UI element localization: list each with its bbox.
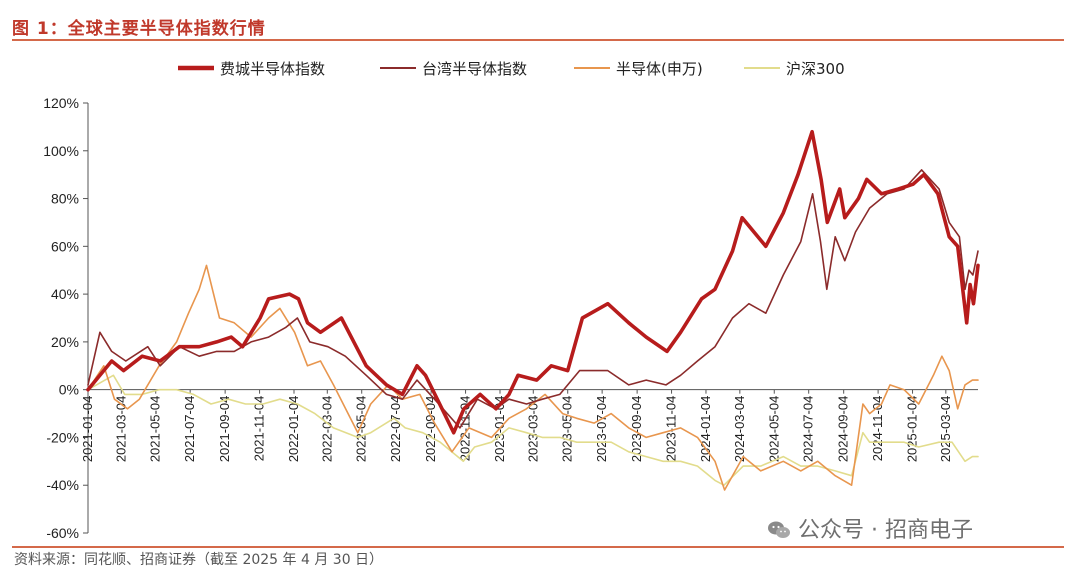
series-line-3 (87, 264, 979, 491)
x-tick-label: 2024-01-04 (698, 396, 713, 463)
y-tick-label: 80% (51, 191, 79, 207)
legend-label-4: 沪深300 (786, 60, 845, 78)
y-tick-label: 100% (43, 143, 79, 159)
x-tick-label: 2022-01-04 (286, 396, 301, 463)
x-tick-label: 2025-03-04 (938, 396, 953, 463)
legend-label-2: 台湾半导体指数 (422, 60, 527, 78)
source-rule (12, 546, 1064, 548)
x-tick-label: 2021-11-04 (252, 396, 267, 462)
x-tick-label: 2024-07-04 (801, 396, 816, 463)
x-tick-label: 2025-01-04 (905, 396, 920, 463)
x-tick-label: 2021-03-04 (113, 396, 128, 463)
x-tick-label: 2024-05-04 (766, 396, 781, 463)
x-tick-label: 2021-07-04 (182, 396, 197, 463)
series-line-4 (87, 374, 979, 486)
x-tick-label: 2021-09-04 (217, 396, 232, 463)
x-tick-label: 2021-05-04 (148, 396, 163, 463)
y-tick-label: 40% (51, 286, 79, 302)
y-tick-label: 0% (59, 382, 79, 398)
watermark: 公众号 · 招商电子 (768, 512, 973, 544)
y-tick-label: 120% (43, 95, 79, 111)
x-tick-label: 2022-03-04 (319, 396, 334, 463)
series-line-1 (86, 129, 980, 435)
title-rule (12, 39, 1064, 41)
y-tick-label: -40% (46, 477, 79, 493)
watermark-text: 公众号 · 招商电子 (798, 518, 973, 543)
x-tick-label: 2024-09-04 (836, 396, 851, 463)
y-tick-label: -60% (46, 525, 79, 541)
x-tick-label: 2022-09-04 (423, 396, 438, 463)
wechat-icon (768, 521, 790, 538)
x-tick-label: 2021-01-04 (80, 396, 95, 463)
x-tick-label: 2022-05-04 (354, 396, 369, 463)
x-tick-label: 2023-03-04 (525, 396, 540, 463)
legend-label-3: 半导体(申万) (616, 60, 703, 78)
y-tick-label: 20% (51, 334, 79, 350)
y-tick-label: 60% (51, 238, 79, 254)
x-tick-label: 2024-11-04 (870, 396, 885, 462)
x-tick-label: 2023-05-04 (560, 396, 575, 463)
figure-title: 图 1：全球主要半导体指数行情 (12, 19, 266, 39)
x-tick-label: 2023-07-04 (594, 396, 609, 463)
legend-label-1: 费城半导体指数 (220, 60, 325, 78)
x-tick-label: 2024-03-04 (732, 396, 747, 463)
x-tick-label: 2023-09-04 (629, 396, 644, 463)
y-tick-label: -20% (46, 429, 79, 445)
x-tick-label: 2023-11-04 (664, 396, 679, 462)
x-tick-label: 2022-07-04 (388, 396, 403, 463)
source-note: 资料来源：同花顺、招商证券（截至 2025 年 4 月 30 日） (14, 552, 384, 568)
